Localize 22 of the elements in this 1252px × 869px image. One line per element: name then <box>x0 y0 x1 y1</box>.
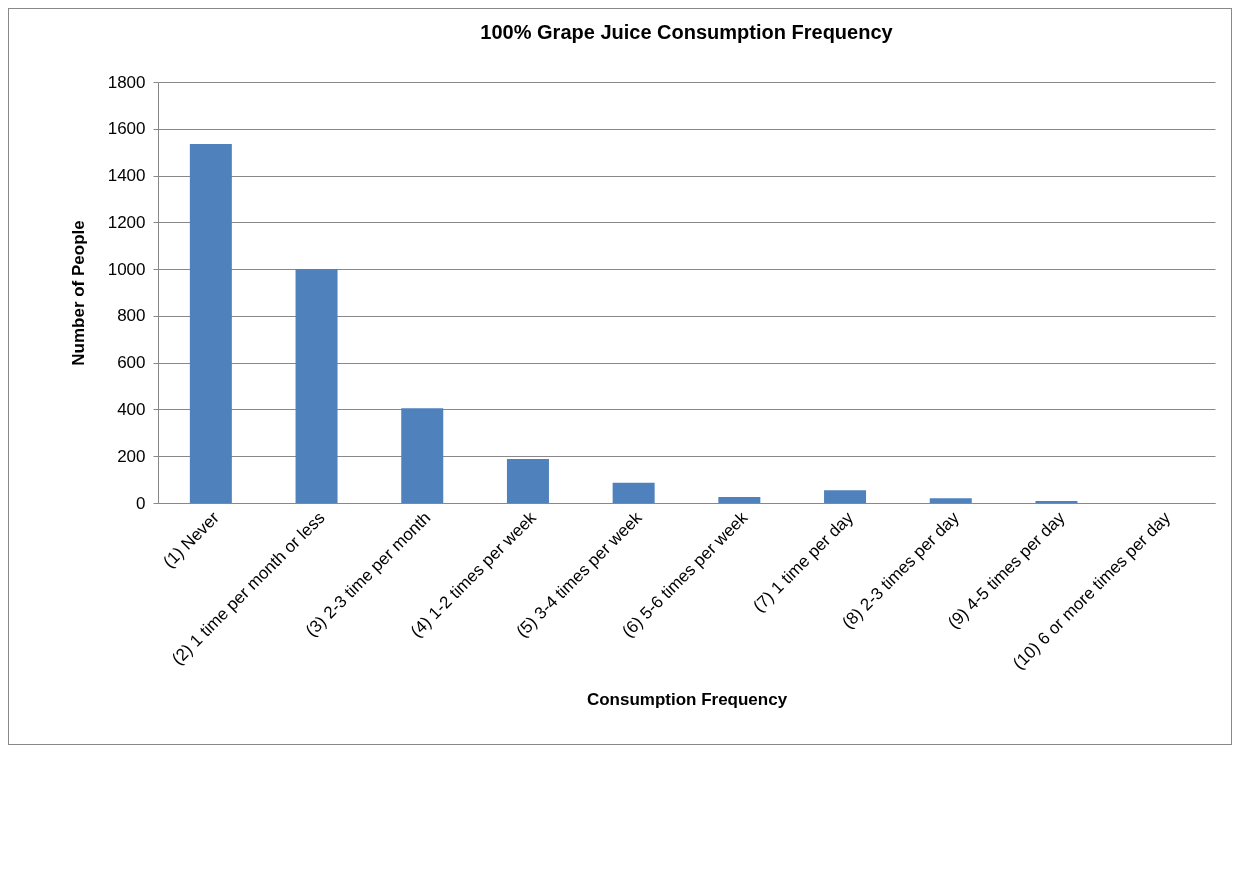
y-axis-title: Number of People <box>68 220 88 366</box>
y-tick-label: 800 <box>117 306 146 326</box>
y-tick-label: 1000 <box>107 259 146 279</box>
y-tick-label: 400 <box>117 399 146 419</box>
bar <box>189 143 232 503</box>
y-tick-label: 1800 <box>107 72 146 92</box>
bar <box>612 482 655 503</box>
y-tick-label: 1400 <box>107 166 146 186</box>
y-tick-label: 0 <box>136 493 146 513</box>
y-tick-label: 600 <box>117 353 146 373</box>
bar <box>929 498 972 503</box>
y-tick-label: 1600 <box>107 119 146 139</box>
bar <box>295 269 338 503</box>
y-tick-label: 200 <box>117 446 146 466</box>
bar <box>401 408 444 503</box>
x-axis-title: Consumption Frequency <box>586 690 788 710</box>
bar <box>824 490 867 503</box>
bar <box>718 496 761 503</box>
y-tick-label: 1200 <box>107 212 146 232</box>
chart-title: 100% Grape Juice Consumption Frequency <box>480 21 894 43</box>
bar <box>506 459 549 503</box>
bar <box>1035 500 1078 503</box>
